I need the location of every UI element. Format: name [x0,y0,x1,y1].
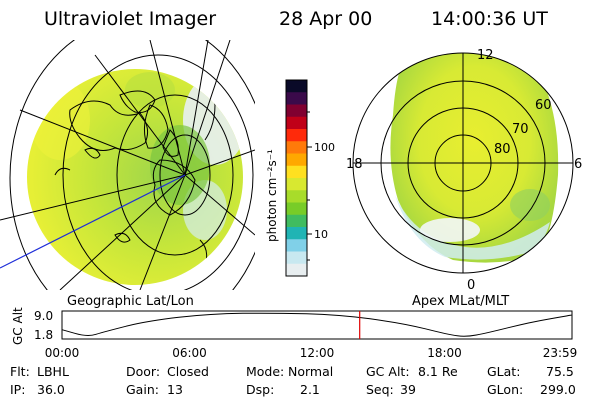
info-glat-value: 75.5 [546,364,574,379]
apex-image-panel: 12 18 6 0 60 70 80 [346,48,582,293]
app-title: Ultraviolet Imager [44,8,216,30]
info-ip-value: 36.0 [37,382,65,397]
colorbar-tick-label: 10 [314,228,328,241]
colorbar-cell [286,263,307,277]
colorbar-cell [286,129,307,142]
time-tick-label: 06:00 [172,346,207,360]
colorbar-unit-label: photon cm⁻²s⁻¹ [265,149,279,242]
apex-emission-edge [395,195,550,260]
altitude-tick-label: 9.0 [34,309,53,323]
info-panel: Flt: LBHL Door: Closed Mode: Normal GC A… [10,364,576,397]
time-tick-label: 18:00 [427,346,462,360]
info-dsp-value: 2.1 [300,382,320,397]
geographic-image-panel [0,40,255,290]
apex-mlat-grid [352,52,574,274]
colorbar-cell [286,80,307,93]
info-flt-label: Flt: [10,364,30,379]
altitude-plot-frame [61,310,573,340]
info-glon-value: 299.0 [540,382,576,397]
altitude-axis-label: GC Alt [11,307,25,345]
colorbar-cell [286,227,307,240]
colorbar-cell [286,165,307,179]
mlat-label-70: 70 [512,122,529,137]
geo-panel-caption: Geographic Lat/Lon [67,294,194,309]
info-glat-label: GLat: [487,364,520,379]
colorbar-tick-label: 100 [314,141,335,154]
time-tick-label: 12:00 [300,346,335,360]
info-door-value: Closed [167,364,209,379]
orbit-altitude-curve [61,312,572,337]
colorbar-cell [286,141,307,154]
colorbar-cell [286,239,307,252]
colorbar-cell [286,214,307,228]
colorbar-cell [286,153,307,167]
mlt-label-12: 12 [477,48,494,63]
colorbar-cell [286,251,307,265]
colorbar-cell [286,104,307,118]
colorbar-cells [286,80,307,277]
mlt-label-6: 6 [574,157,582,172]
time-label: 14:00:36 UT [431,8,548,30]
info-door-label: Door: [126,364,160,379]
info-gain-label: Gain: [126,382,159,397]
info-seq-value: 39 [400,382,416,397]
info-gain-value: 13 [167,382,183,397]
info-mode-value: Normal [288,364,333,379]
mlat-label-60: 60 [535,98,552,113]
info-mode-label: Mode: [246,364,284,379]
date-label: 28 Apr 00 [279,8,372,30]
info-glon-label: GLon: [487,382,523,397]
colorbar-cell [286,190,307,203]
mlt-label-18: 18 [346,157,363,172]
mlt-label-0: 0 [467,278,475,293]
altitude-tick-label: 1.8 [34,328,53,342]
info-gcalt-value: 8.1 Re [418,364,458,379]
info-flt-value: LBHL [37,364,69,379]
terminator-line [0,174,186,269]
info-ip-label: IP: [10,382,25,397]
time-tick-label: 23:59 [543,346,578,360]
mlat-label-80: 80 [494,142,511,157]
apex-panel-caption: Apex MLat/MLT [412,294,509,309]
time-tick-label: 00:00 [45,346,80,360]
colorbar-cell [286,116,307,130]
info-seq-label: Seq: [366,382,394,397]
colorbar-cell [286,178,307,191]
colorbar-cell [286,202,307,216]
colorbar: 100 10 photon cm⁻²s⁻¹ [265,79,335,277]
geo-latlon-grid [0,40,255,290]
colorbar-cell [286,92,307,105]
info-dsp-label: Dsp: [246,382,274,397]
colorbar-frame [285,79,308,277]
info-gcalt-label: GC Alt: [366,364,410,379]
altitude-plot: GC Alt 9.0 1.8 00:00 06:00 12:00 18:00 2… [11,307,577,360]
